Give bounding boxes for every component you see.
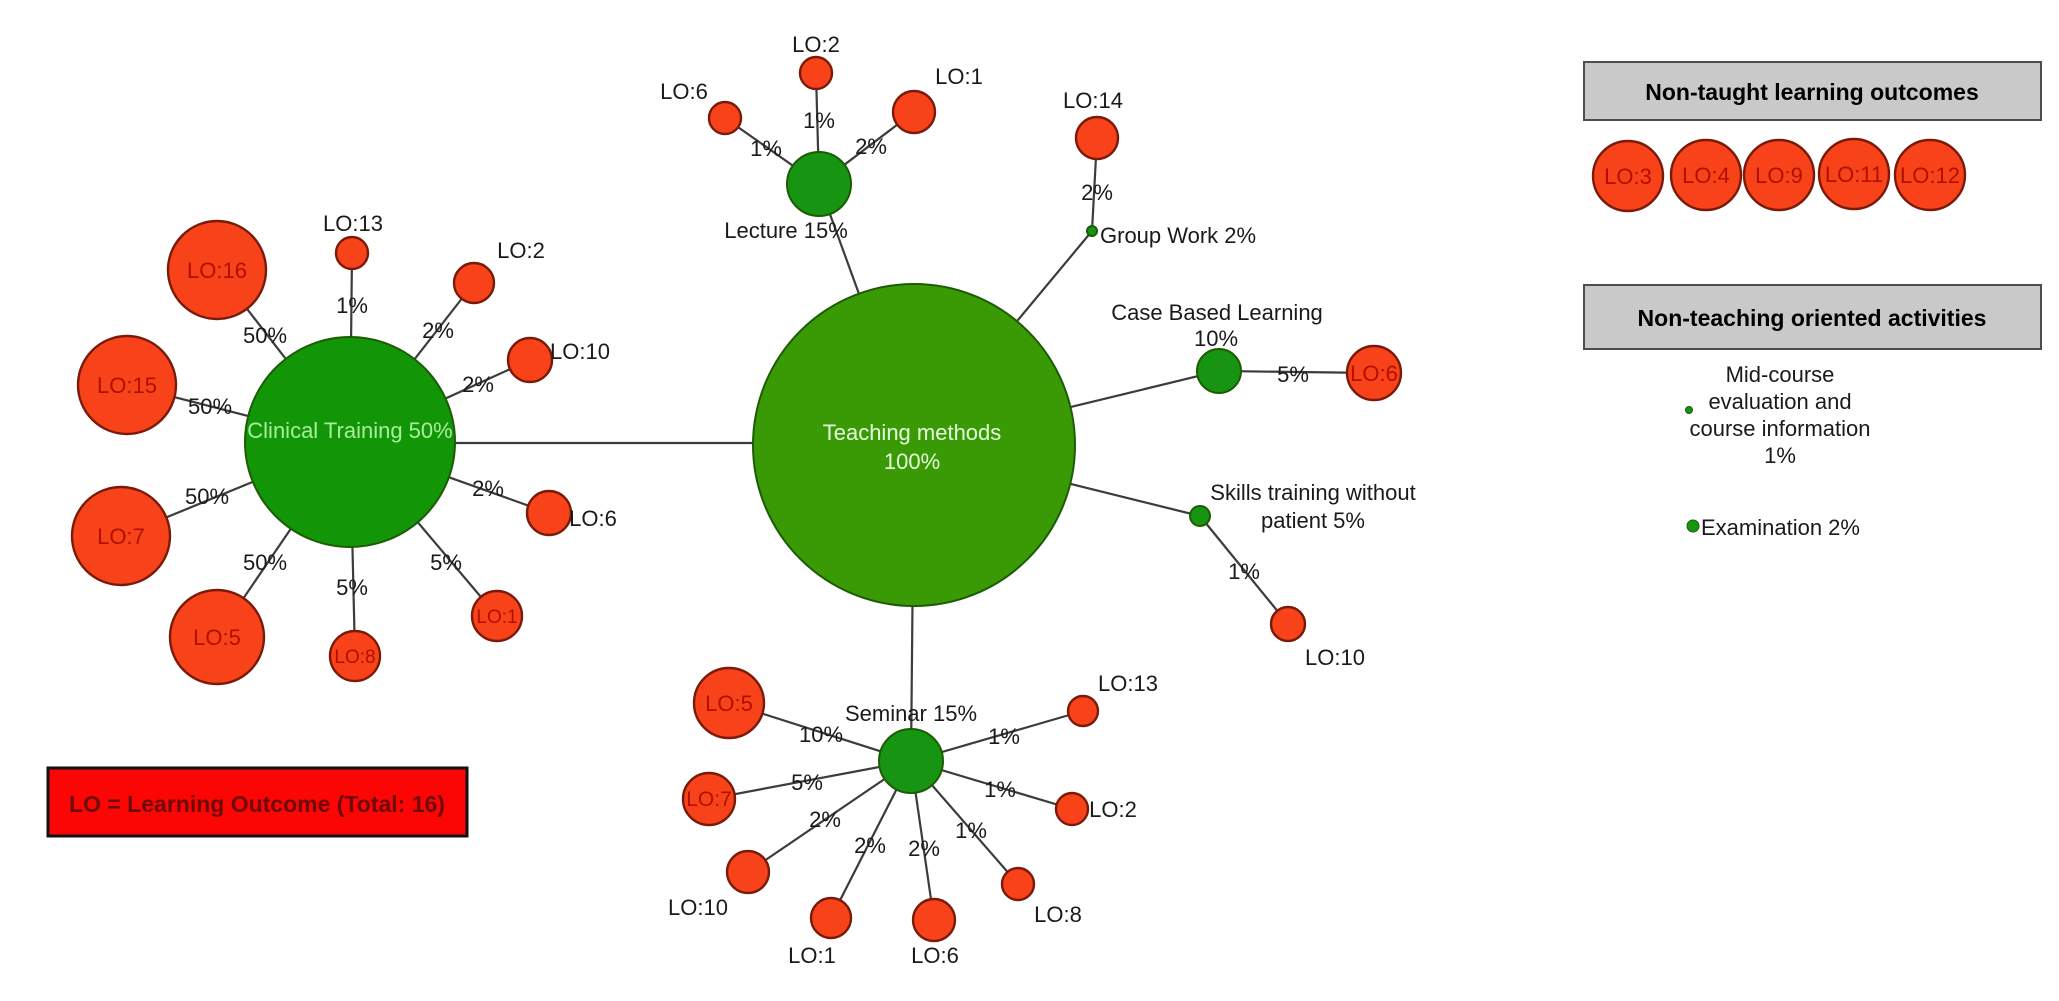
svg-text:LO:5: LO:5 <box>193 625 241 650</box>
svg-text:50%: 50% <box>185 484 229 509</box>
svg-text:LO:9: LO:9 <box>1755 163 1803 188</box>
svg-text:1%: 1% <box>336 293 368 318</box>
svg-text:2%: 2% <box>809 807 841 832</box>
svg-text:2%: 2% <box>908 836 940 861</box>
svg-text:evaluation and: evaluation and <box>1708 389 1851 414</box>
svg-text:100%: 100% <box>884 449 940 474</box>
svg-text:Examination 2%: Examination 2% <box>1701 515 1860 540</box>
svg-text:50%: 50% <box>188 394 232 419</box>
svg-text:LO:7: LO:7 <box>97 524 145 549</box>
svg-text:LO:12: LO:12 <box>1900 163 1960 188</box>
svg-text:LO:16: LO:16 <box>187 258 247 283</box>
svg-text:LO:2: LO:2 <box>1089 797 1137 822</box>
svg-text:LO:6: LO:6 <box>1350 361 1398 386</box>
svg-text:2%: 2% <box>422 318 454 343</box>
svg-text:5%: 5% <box>1277 362 1309 387</box>
svg-text:LO:1: LO:1 <box>476 607 517 628</box>
svg-text:1%: 1% <box>750 136 782 161</box>
svg-text:1%: 1% <box>1764 443 1796 468</box>
svg-text:course information: course information <box>1690 416 1871 441</box>
svg-text:LO:4: LO:4 <box>1682 163 1730 188</box>
svg-text:LO:3: LO:3 <box>1604 164 1652 189</box>
svg-text:Mid-course: Mid-course <box>1726 362 1835 387</box>
svg-text:1%: 1% <box>988 724 1020 749</box>
svg-text:LO:1: LO:1 <box>788 943 836 968</box>
svg-text:LO:14: LO:14 <box>1063 88 1123 113</box>
svg-text:Lecture 15%: Lecture 15% <box>724 218 848 243</box>
svg-text:Seminar 15%: Seminar 15% <box>845 701 977 726</box>
svg-text:1%: 1% <box>1228 559 1260 584</box>
svg-text:10%: 10% <box>1194 326 1238 351</box>
svg-text:LO:2: LO:2 <box>792 32 840 57</box>
svg-text:LO:10: LO:10 <box>1305 645 1365 670</box>
svg-text:LO:6: LO:6 <box>911 943 959 968</box>
svg-text:10%: 10% <box>799 722 843 747</box>
svg-text:LO:10: LO:10 <box>550 339 610 364</box>
svg-text:LO:1: LO:1 <box>935 64 983 89</box>
svg-text:Clinical Training 50%: Clinical Training 50% <box>247 418 452 443</box>
svg-text:LO = Learning Outcome (Total:: LO = Learning Outcome (Total: 16) <box>69 791 445 817</box>
svg-text:5%: 5% <box>791 770 823 795</box>
svg-text:LO:8: LO:8 <box>1034 902 1082 927</box>
svg-text:LO:5: LO:5 <box>705 691 753 716</box>
svg-text:50%: 50% <box>243 550 287 575</box>
svg-text:LO:15: LO:15 <box>97 373 157 398</box>
svg-text:Non-teaching oriented activiti: Non-teaching oriented activities <box>1638 305 1987 331</box>
svg-text:50%: 50% <box>243 323 287 348</box>
svg-text:Case Based Learning: Case Based Learning <box>1111 300 1323 325</box>
svg-text:2%: 2% <box>472 476 504 501</box>
svg-text:Non-taught learning outcomes: Non-taught learning outcomes <box>1645 79 1979 105</box>
svg-text:LO:7: LO:7 <box>686 788 732 811</box>
svg-text:LO:13: LO:13 <box>323 211 383 236</box>
svg-text:2%: 2% <box>855 134 887 159</box>
svg-text:LO:13: LO:13 <box>1098 671 1158 696</box>
svg-text:1%: 1% <box>803 108 835 133</box>
svg-text:LO:6: LO:6 <box>660 79 708 104</box>
svg-text:2%: 2% <box>462 372 494 397</box>
svg-text:5%: 5% <box>430 550 462 575</box>
svg-text:LO:6: LO:6 <box>569 506 617 531</box>
svg-text:patient 5%: patient 5% <box>1261 508 1365 533</box>
svg-text:LO:2: LO:2 <box>497 238 545 263</box>
svg-text:1%: 1% <box>955 818 987 843</box>
svg-text:1%: 1% <box>984 777 1016 802</box>
svg-text:LO:11: LO:11 <box>1825 162 1883 187</box>
svg-text:Skills training without: Skills training without <box>1210 480 1415 505</box>
svg-text:LO:10: LO:10 <box>668 895 728 920</box>
svg-text:5%: 5% <box>336 575 368 600</box>
svg-text:2%: 2% <box>1081 180 1113 205</box>
svg-text:Teaching methods: Teaching methods <box>823 420 1002 445</box>
svg-text:LO:8: LO:8 <box>334 647 375 668</box>
svg-text:Group Work 2%: Group Work 2% <box>1100 223 1256 248</box>
svg-text:2%: 2% <box>854 833 886 858</box>
